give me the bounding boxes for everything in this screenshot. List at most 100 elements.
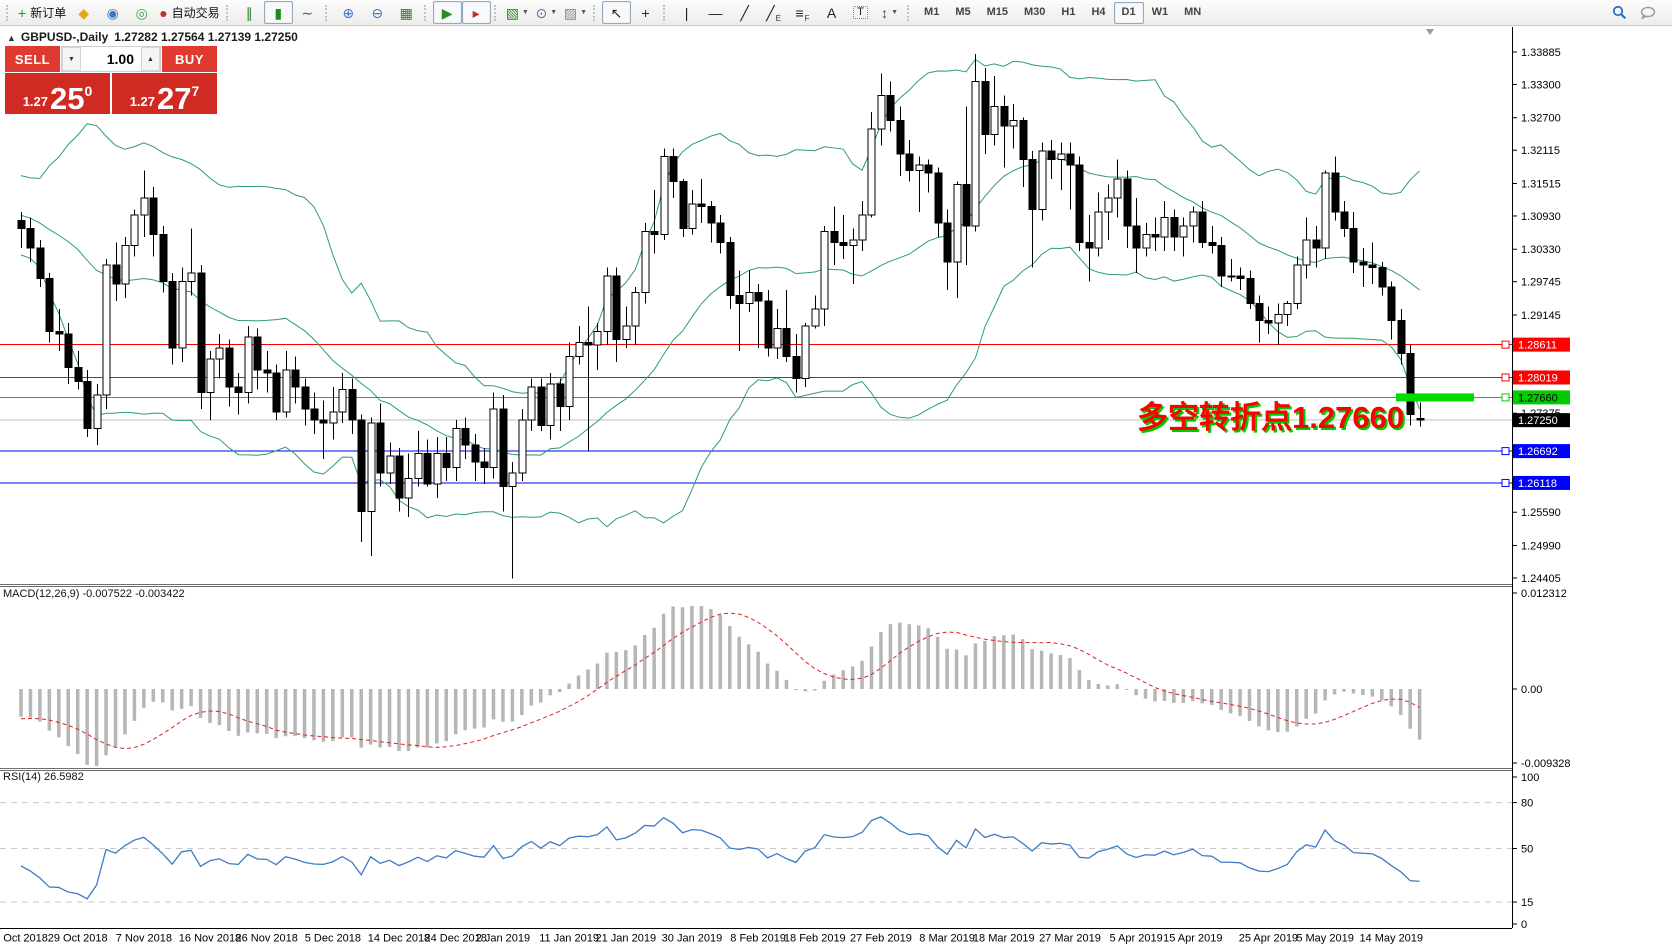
metaeditor-button[interactable]: ◆ bbox=[69, 1, 98, 24]
sell-price[interactable]: 1.27 25 0 bbox=[5, 73, 110, 114]
horizontal-line-button[interactable]: — bbox=[701, 1, 730, 24]
sell-button[interactable]: SELL bbox=[5, 46, 60, 72]
chart-title: ▲ GBPUSD-,Daily 1.27282 1.27564 1.27139 1.… bbox=[7, 30, 298, 44]
chart-shift-button[interactable]: ▸ bbox=[461, 1, 491, 24]
volume-increment-button[interactable]: ▲ bbox=[141, 47, 160, 71]
price-axis-tick-label: 1.33300 bbox=[1521, 79, 1561, 91]
toolbar-group-scroll: ▶ ▸ bbox=[432, 1, 491, 25]
new-order-button[interactable]: + 新订单 bbox=[15, 1, 69, 24]
price-axis-tick-label: 1.32700 bbox=[1521, 113, 1561, 125]
chart-symbol-period: GBPUSD-,Daily bbox=[20, 30, 109, 44]
toolbar-grip[interactable] bbox=[423, 4, 429, 21]
chevron-down-icon[interactable]: ▼ bbox=[550, 9, 558, 16]
tile-windows-button[interactable]: ▦ bbox=[392, 1, 421, 24]
fibonacci-button[interactable]: ≡ F bbox=[788, 1, 817, 24]
buy-button[interactable]: BUY bbox=[162, 46, 217, 72]
rsi-axis-tick-label: 100 bbox=[1521, 772, 1539, 784]
trendline-button[interactable]: ╱ bbox=[730, 1, 759, 24]
chevron-down-icon[interactable]: ▼ bbox=[891, 9, 898, 16]
new-order-icon: + bbox=[18, 4, 27, 21]
date-axis-label: 7 Nov 2018 bbox=[116, 933, 172, 945]
equidistant-channel-button[interactable]: ╱ E bbox=[759, 1, 788, 24]
chevron-down-icon[interactable]: ▼ bbox=[521, 9, 529, 16]
period-m30[interactable]: M30 bbox=[1024, 6, 1046, 18]
date-axis-label: 30 Jan 2019 bbox=[662, 933, 723, 945]
bar-chart-icon: ∥ bbox=[245, 4, 253, 21]
tile-windows-icon: ▦ bbox=[399, 4, 413, 21]
date-axis-label: 29 Oct 2018 bbox=[48, 933, 108, 945]
period-mn[interactable]: MN bbox=[1184, 6, 1202, 18]
toolbar-grip[interactable] bbox=[907, 4, 912, 21]
text-button[interactable]: A bbox=[817, 1, 846, 24]
period-m15[interactable]: M15 bbox=[986, 6, 1008, 18]
toolbar-group-add: ▧ ▼ ⊙ ▼ ▨ ▼ bbox=[503, 1, 590, 25]
price-line-badge-label: 1.26118 bbox=[1518, 478, 1557, 490]
volume-input[interactable]: 1.00 bbox=[81, 47, 141, 71]
zoom-in-icon: ⊕ bbox=[342, 4, 355, 21]
chart-text-annotation[interactable]: 多空转折点1.27660 bbox=[1137, 400, 1404, 435]
date-axis-label: 26 Nov 2018 bbox=[236, 933, 298, 945]
period-h4[interactable]: H4 bbox=[1091, 6, 1106, 18]
price-line-badge-label: 1.27250 bbox=[1518, 415, 1558, 427]
date-axis-label: 11 Jan 2019 bbox=[539, 933, 599, 945]
toolbar-grip[interactable] bbox=[593, 4, 598, 21]
toolbar-grip[interactable] bbox=[493, 4, 499, 21]
price-line-badge-label: 1.28611 bbox=[1518, 340, 1557, 352]
rsi-layer bbox=[0, 802, 1512, 903]
period-d1[interactable]: D1 bbox=[1113, 1, 1144, 24]
templates-button[interactable]: ▨ ▼ bbox=[561, 1, 590, 24]
period-w1[interactable]: W1 bbox=[1151, 6, 1169, 18]
vertical-line-button[interactable]: | bbox=[672, 1, 701, 24]
period-h1[interactable]: H1 bbox=[1061, 6, 1076, 18]
date-axis-label: 25 Apr 2019 bbox=[1239, 933, 1298, 945]
signals-button[interactable]: ◎ bbox=[127, 1, 156, 24]
price-axis-tick-label: 1.32115 bbox=[1521, 145, 1560, 157]
price-axis-tick-label: 1.25590 bbox=[1521, 507, 1561, 519]
zoom-out-button[interactable]: ⊖ bbox=[363, 1, 392, 24]
search-button[interactable] bbox=[1605, 1, 1634, 24]
sell-price-pip: 0 bbox=[84, 83, 93, 99]
timeframes-button[interactable]: ⊙ ▼ bbox=[532, 1, 561, 24]
auto-scroll-button[interactable]: ▶ bbox=[432, 1, 462, 24]
toolbar-group-chart-type: ∥ ▮ ∼ bbox=[235, 1, 322, 25]
period-m1[interactable]: M1 bbox=[924, 6, 940, 18]
volume-decrement-button[interactable]: ▼ bbox=[62, 47, 81, 71]
autotrading-button[interactable]: ● 自动交易 bbox=[156, 1, 222, 24]
date-axis-label: 24 Dec 2018 bbox=[425, 933, 487, 945]
period-m5[interactable]: M5 bbox=[955, 6, 971, 18]
bar-chart-button[interactable]: ∥ bbox=[235, 1, 264, 24]
template-icon: ▨ bbox=[563, 4, 578, 21]
chat-button[interactable] bbox=[1634, 1, 1663, 24]
price-line-badge-label: 1.28019 bbox=[1518, 372, 1558, 384]
price-line-badge bbox=[1513, 444, 1570, 459]
new-chart-icon: ▧ bbox=[505, 4, 519, 21]
community-button[interactable]: ◉ bbox=[98, 1, 127, 24]
text-label-button[interactable]: T bbox=[846, 1, 875, 24]
toolbar: + 新订单 ◆ ◉ ◎ ● 自动交易 ∥ ▮ ∼ ⊕ ⊖ ▦ ▶ ▸ ▧ ▼ ⊙ ▼ ▨ ▼ ↖ + | — ╱ ╱ E ≡ F A T ↕ ▼ M… bbox=[0, 0, 1672, 26]
price-line-badge bbox=[1513, 370, 1570, 385]
svg-text:多空转折点1.27660: 多空转折点1.27660 bbox=[1139, 402, 1406, 437]
trend-highlight-bar[interactable] bbox=[1396, 393, 1474, 402]
price-line-badge bbox=[1513, 390, 1570, 405]
candlestick-chart-button[interactable]: ▮ bbox=[263, 1, 293, 24]
new-chart-button[interactable]: ▧ ▼ bbox=[503, 1, 532, 24]
cursor-button[interactable]: ↖ bbox=[602, 1, 632, 24]
chevron-down-icon[interactable]: ▼ bbox=[580, 9, 588, 16]
toolbar-group-periods: M1 M5 M15 M30 H1 H4 D1 W1 MN bbox=[916, 1, 1209, 25]
date-axis-label: 14 May 2019 bbox=[1359, 933, 1423, 945]
auto-scroll-icon: ▶ bbox=[441, 4, 453, 21]
line-chart-button[interactable]: ∼ bbox=[293, 1, 322, 24]
text-icon: A bbox=[826, 4, 837, 21]
zoom-in-button[interactable]: ⊕ bbox=[334, 1, 363, 24]
toolbar-grip[interactable] bbox=[663, 4, 668, 21]
price-axis-tick-label: 1.24405 bbox=[1521, 573, 1561, 585]
toolbar-grip[interactable] bbox=[324, 4, 330, 21]
arrows-button[interactable]: ↕ ▼ bbox=[875, 1, 904, 24]
macd-layer bbox=[19, 605, 1422, 766]
crosshair-button[interactable]: + bbox=[631, 1, 660, 24]
buy-price[interactable]: 1.27 27 7 bbox=[112, 73, 217, 114]
one-click-collapse-icon[interactable]: ▲ bbox=[7, 33, 16, 43]
toolbar-grip[interactable] bbox=[6, 4, 11, 21]
toolbar-grip[interactable] bbox=[225, 4, 231, 21]
